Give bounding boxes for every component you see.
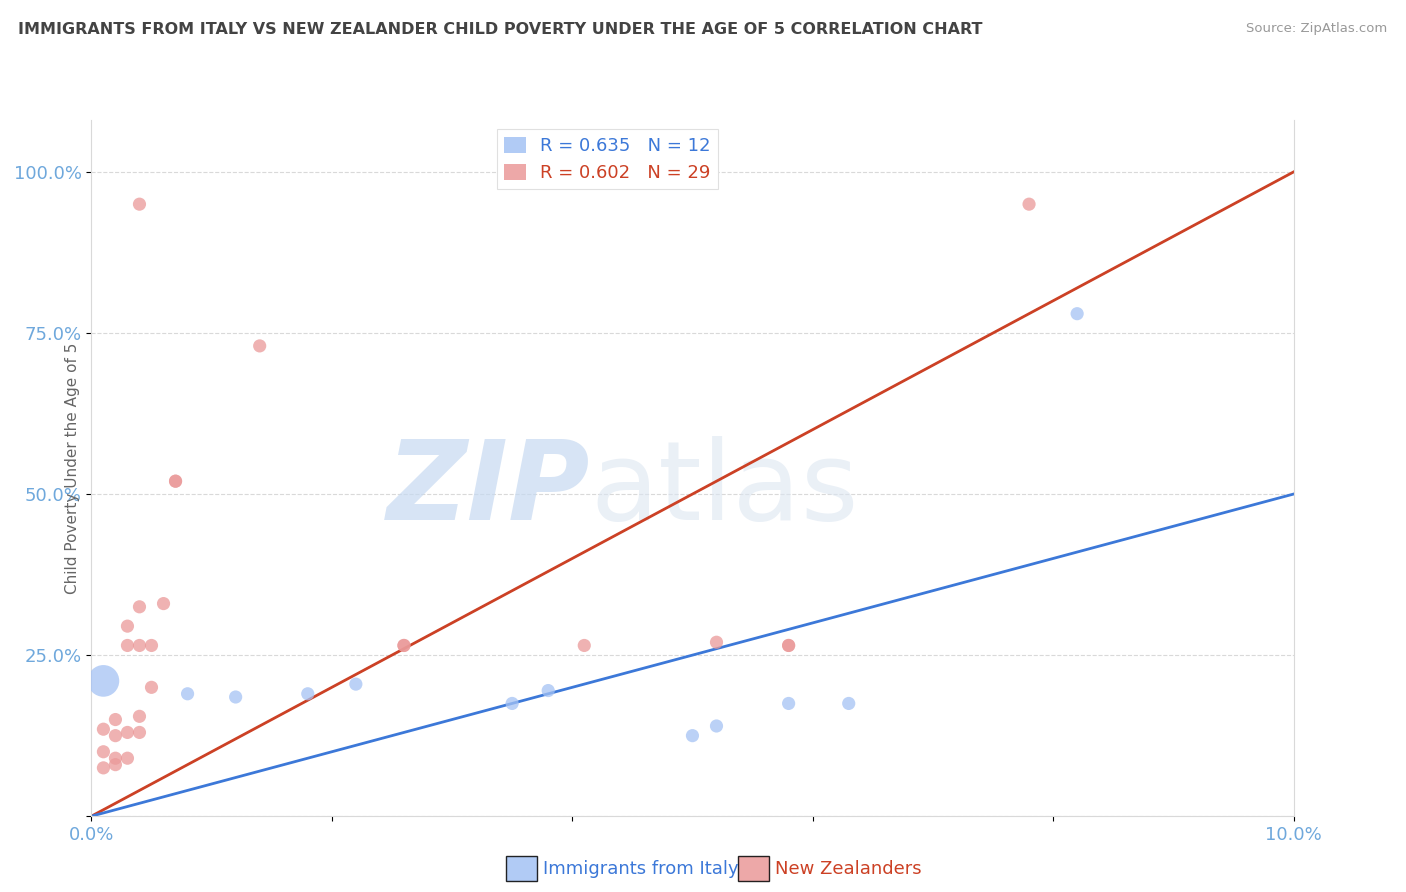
Point — [681, 729, 703, 743]
Point — [117, 751, 139, 765]
Point — [128, 599, 150, 614]
Text: Immigrants from Italy: Immigrants from Italy — [543, 860, 738, 878]
Point — [152, 597, 174, 611]
Legend: R = 0.635   N = 12, R = 0.602   N = 29: R = 0.635 N = 12, R = 0.602 N = 29 — [498, 129, 718, 189]
Point — [104, 729, 127, 743]
Text: New Zealanders: New Zealanders — [775, 860, 921, 878]
Point — [176, 687, 198, 701]
Point — [128, 725, 150, 739]
Point — [838, 697, 860, 711]
Point — [706, 635, 728, 649]
Point — [165, 474, 187, 488]
Point — [93, 673, 115, 688]
Point — [1066, 307, 1088, 321]
Point — [1018, 197, 1040, 211]
Point — [93, 761, 115, 775]
Text: atlas: atlas — [591, 435, 859, 542]
Text: Source: ZipAtlas.com: Source: ZipAtlas.com — [1247, 22, 1388, 36]
Point — [344, 677, 367, 691]
Point — [141, 681, 163, 695]
Point — [104, 751, 127, 765]
Point — [297, 687, 319, 701]
Point — [778, 639, 800, 653]
Text: IMMIGRANTS FROM ITALY VS NEW ZEALANDER CHILD POVERTY UNDER THE AGE OF 5 CORRELAT: IMMIGRANTS FROM ITALY VS NEW ZEALANDER C… — [18, 22, 983, 37]
Point — [141, 639, 163, 653]
Y-axis label: Child Poverty Under the Age of 5: Child Poverty Under the Age of 5 — [65, 343, 80, 594]
Point — [128, 709, 150, 723]
Point — [165, 474, 187, 488]
Text: ZIP: ZIP — [387, 435, 591, 542]
Point — [104, 713, 127, 727]
Point — [117, 639, 139, 653]
Point — [93, 745, 115, 759]
Point — [104, 757, 127, 772]
Point — [706, 719, 728, 733]
Point — [501, 697, 523, 711]
Point — [117, 725, 139, 739]
Point — [537, 683, 560, 698]
Point — [93, 723, 115, 737]
Point — [392, 639, 415, 653]
Point — [778, 639, 800, 653]
Point — [225, 690, 247, 704]
Point — [117, 619, 139, 633]
Point — [249, 339, 271, 353]
Point — [128, 197, 150, 211]
Point — [392, 639, 415, 653]
Point — [128, 639, 150, 653]
Point — [778, 697, 800, 711]
Point — [574, 639, 596, 653]
